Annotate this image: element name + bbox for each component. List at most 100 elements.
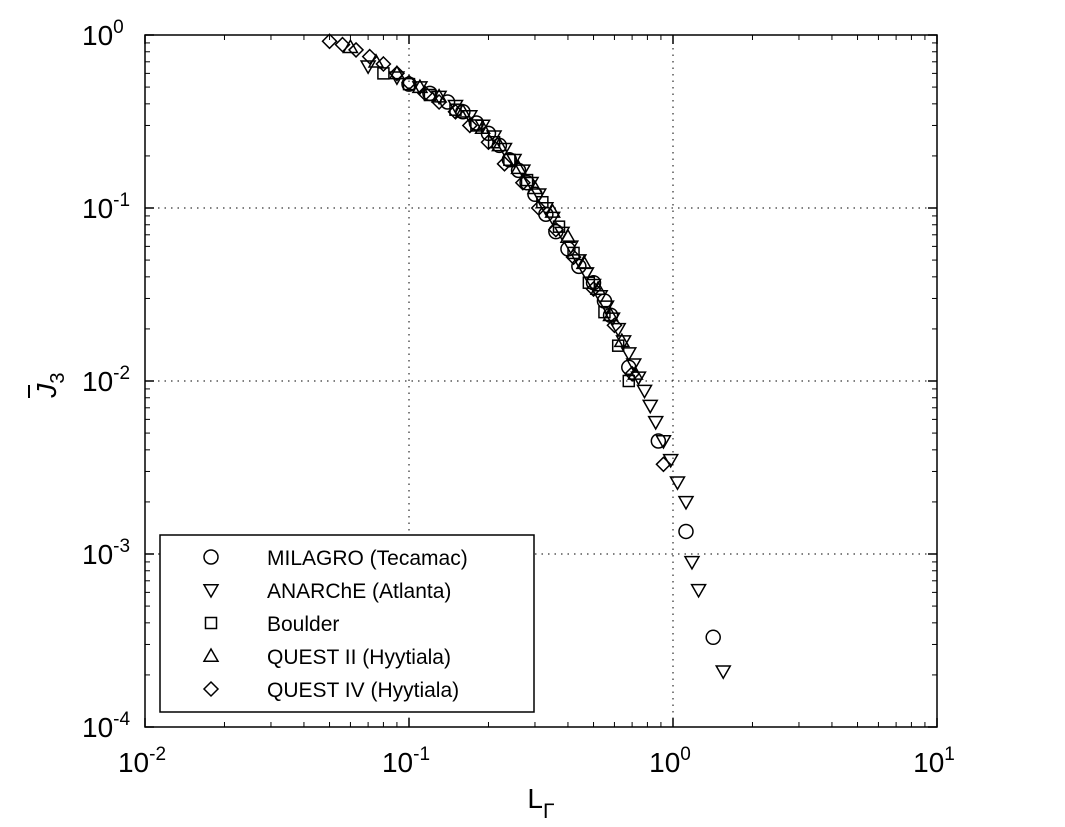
data-point-diamond — [624, 365, 641, 382]
data-point-triangle-down — [655, 434, 672, 450]
data-point-diamond — [585, 280, 602, 298]
x-tick-label: 10-1 — [382, 744, 430, 778]
legend-marker-triangle-down — [202, 584, 220, 599]
series-triangle-up — [342, 38, 644, 380]
data-point-circle — [401, 76, 417, 92]
data-point-triangle-down — [647, 415, 664, 431]
data-point-triangle-down — [625, 358, 643, 373]
legend-label: ANARChE (Atlanta) — [267, 580, 451, 603]
data-point-triangle-up — [589, 280, 607, 296]
x-tick-label: 100 — [649, 744, 691, 778]
legend-box — [159, 534, 535, 713]
legend-marker-triangle-up — [202, 647, 220, 662]
data-point-diamond — [606, 317, 623, 334]
data-point-triangle-down — [714, 665, 732, 680]
series-diamond — [321, 33, 672, 473]
data-point-diamond — [375, 55, 392, 73]
data-point-triangle-up — [544, 203, 561, 218]
x-tick-label: 10-2 — [118, 744, 166, 778]
legend-marker-diamond — [202, 680, 220, 698]
legend-marker-circle — [203, 549, 219, 565]
data-point-diamond — [530, 199, 547, 217]
data-point-diamond — [388, 65, 405, 82]
series-square — [377, 67, 636, 388]
data-point-circle — [705, 629, 721, 646]
legend-item: Boulder — [204, 613, 339, 636]
data-point-diamond — [514, 174, 531, 191]
y-tick-labels: 10-4 10-3 10-2 10-1 100 — [82, 17, 130, 743]
x-axis-label: LΓ — [527, 783, 554, 823]
data-point-diamond — [655, 456, 672, 473]
x-tick-labels: 10-2 10-1 100 101 — [118, 744, 955, 778]
data-point-diamond — [496, 155, 513, 172]
data-point-triangle-up — [491, 136, 508, 152]
data-point-triangle-up — [575, 254, 593, 270]
legend-label: QUEST II (Hyytiala) — [267, 646, 451, 669]
data-point-diamond — [400, 74, 418, 91]
legend-label: MILAGRO (Tecamac) — [267, 547, 468, 570]
legend-marker-square — [204, 616, 218, 630]
legend: MILAGRO (Tecamac) ANARChE (Atlanta) Boulde… — [159, 534, 535, 713]
data-point-triangle-down — [690, 583, 707, 599]
data-point-square — [567, 246, 580, 260]
y-tick-label: 10-4 — [82, 709, 130, 743]
data-point-triangle-down — [537, 202, 555, 217]
data-point-triangle-down — [609, 322, 627, 338]
axis-ticks — [144, 34, 938, 728]
data-point-triangle-up — [559, 228, 577, 243]
data-point-triangle-up — [388, 64, 406, 80]
data-point-diamond — [347, 41, 365, 58]
data-point-triangle-down — [641, 399, 659, 415]
y-tick-label: 10-1 — [82, 190, 130, 224]
x-tick-label: 101 — [913, 744, 955, 778]
legend-item: MILAGRO (Tecamac) — [203, 547, 468, 570]
grid-lines — [145, 35, 937, 727]
data-point-triangle-down — [578, 267, 595, 282]
data-point-triangle-down — [591, 289, 609, 305]
data-point-diamond — [461, 117, 478, 134]
legend-label: Boulder — [267, 613, 339, 636]
y-tick-label: 10-2 — [82, 363, 130, 397]
data-point-diamond — [447, 103, 464, 120]
data-point-triangle-down — [683, 555, 701, 571]
data-point-diamond — [431, 93, 448, 111]
legend-label: QUEST IV (Hyytiala) — [267, 679, 459, 702]
data-point-triangle-down — [620, 347, 638, 362]
y-tick-label: 100 — [82, 17, 124, 51]
data-point-triangle-up — [602, 306, 619, 322]
data-point-triangle-up — [430, 88, 448, 103]
data-point-circle — [650, 433, 667, 449]
data-point-triangle-down — [496, 142, 513, 158]
data-markers — [321, 33, 732, 680]
data-point-triangle-down — [522, 176, 540, 192]
y-tick-label: 10-3 — [82, 536, 130, 570]
data-point-triangle-down — [514, 164, 532, 179]
data-point-diamond — [565, 249, 582, 266]
data-point-triangle-up — [613, 332, 631, 348]
data-point-square — [377, 67, 390, 80]
data-point-diamond — [321, 33, 338, 50]
data-point-triangle-up — [454, 103, 472, 118]
data-point-triangle-down — [636, 384, 653, 400]
data-point-triangle-up — [526, 179, 544, 195]
data-point-square — [622, 374, 636, 388]
data-point-triangle-down — [544, 211, 561, 227]
data-point-diamond — [334, 36, 351, 53]
data-point-diamond — [480, 134, 497, 151]
data-point-circle — [678, 523, 694, 540]
legend-item: QUEST IV (Hyytiala) — [202, 679, 459, 702]
data-point-triangle-down — [677, 495, 695, 511]
data-point-triangle-down — [669, 476, 686, 491]
data-point-diamond — [547, 221, 564, 238]
data-point-circle — [510, 162, 527, 179]
legend-item: QUEST II (Hyytiala) — [202, 646, 451, 669]
legend-item: ANARChE (Atlanta) — [202, 580, 451, 603]
data-point-triangle-up — [474, 119, 491, 135]
y-axis-label: J3 — [28, 372, 69, 399]
data-point-square — [552, 220, 566, 233]
data-point-triangle-up — [510, 159, 527, 175]
data-point-diamond — [361, 48, 378, 65]
data-point-triangle-down — [447, 99, 464, 115]
svg-text:J3: J3 — [31, 372, 69, 398]
